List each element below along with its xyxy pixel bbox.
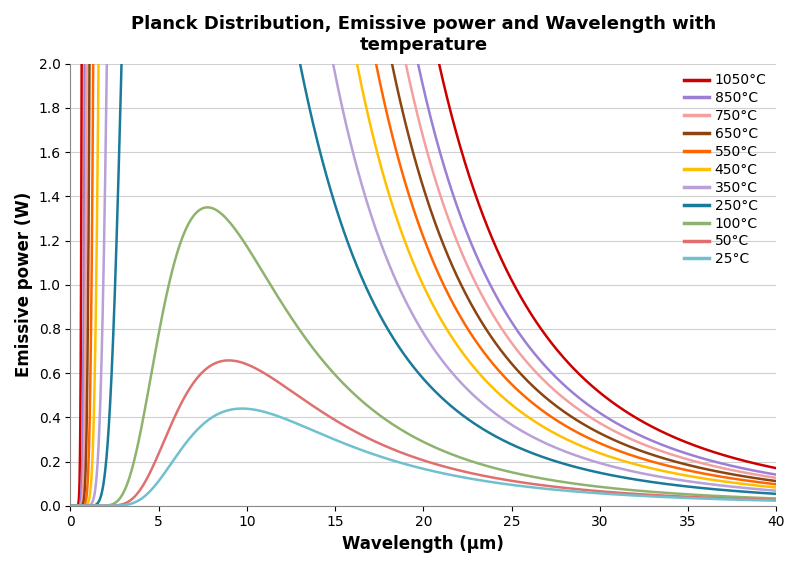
X-axis label: Wavelength (μm): Wavelength (μm) xyxy=(342,535,504,553)
1050°C xyxy=(484,227,494,234)
250°C xyxy=(102,441,112,448)
750°C xyxy=(627,436,637,443)
100°C xyxy=(202,204,212,211)
250°C xyxy=(67,502,77,509)
Line: 850°C: 850°C xyxy=(72,0,776,506)
Line: 100°C: 100°C xyxy=(72,207,776,506)
350°C xyxy=(590,458,599,465)
100°C xyxy=(590,483,599,490)
250°C xyxy=(627,475,637,482)
25°C xyxy=(627,492,637,499)
650°C xyxy=(627,444,637,451)
650°C xyxy=(590,427,599,433)
Line: 250°C: 250°C xyxy=(72,0,776,506)
100°C xyxy=(771,495,781,502)
750°C xyxy=(67,502,77,509)
Title: Planck Distribution, Emissive power and Wavelength with
temperature: Planck Distribution, Emissive power and … xyxy=(130,15,716,54)
450°C xyxy=(627,460,637,467)
50°C xyxy=(627,490,637,497)
Legend: 1050°C, 850°C, 750°C, 650°C, 550°C, 450°C, 350°C, 250°C, 100°C, 50°C, 25°C: 1050°C, 850°C, 750°C, 650°C, 550°C, 450°… xyxy=(678,68,772,272)
50°C xyxy=(102,502,112,509)
750°C xyxy=(514,350,524,357)
850°C xyxy=(67,502,77,509)
100°C xyxy=(322,362,332,369)
450°C xyxy=(590,448,599,454)
Line: 750°C: 750°C xyxy=(72,0,776,506)
350°C xyxy=(771,487,781,494)
100°C xyxy=(514,471,524,478)
50°C xyxy=(771,496,781,503)
25°C xyxy=(237,405,246,412)
100°C xyxy=(67,502,77,509)
550°C xyxy=(514,389,524,395)
250°C xyxy=(514,445,524,452)
450°C xyxy=(771,484,781,491)
Line: 650°C: 650°C xyxy=(72,0,776,506)
25°C xyxy=(514,482,524,489)
550°C xyxy=(590,437,599,444)
50°C xyxy=(514,479,524,486)
850°C xyxy=(771,471,781,478)
Line: 1050°C: 1050°C xyxy=(72,0,776,506)
250°C xyxy=(771,490,781,497)
100°C xyxy=(484,463,494,470)
450°C xyxy=(484,381,494,387)
450°C xyxy=(67,502,77,509)
450°C xyxy=(514,407,524,414)
250°C xyxy=(484,429,494,436)
550°C xyxy=(771,481,781,488)
650°C xyxy=(771,478,781,485)
Line: 25°C: 25°C xyxy=(72,408,776,506)
Line: 50°C: 50°C xyxy=(72,360,776,506)
25°C xyxy=(771,498,781,504)
1050°C xyxy=(514,291,524,298)
350°C xyxy=(102,3,112,10)
650°C xyxy=(67,502,77,509)
650°C xyxy=(514,369,524,376)
850°C xyxy=(484,279,494,286)
100°C xyxy=(102,502,112,509)
25°C xyxy=(590,490,599,496)
50°C xyxy=(322,412,332,419)
750°C xyxy=(484,304,494,311)
25°C xyxy=(102,502,112,509)
850°C xyxy=(627,428,637,435)
100°C xyxy=(627,487,637,494)
650°C xyxy=(484,330,494,337)
50°C xyxy=(67,502,77,509)
250°C xyxy=(322,175,332,182)
Line: 550°C: 550°C xyxy=(72,0,776,506)
25°C xyxy=(67,502,77,509)
350°C xyxy=(322,29,332,36)
550°C xyxy=(484,356,494,362)
50°C xyxy=(484,473,494,480)
Y-axis label: Emissive power (W): Emissive power (W) xyxy=(15,192,33,377)
750°C xyxy=(771,474,781,481)
1050°C xyxy=(627,412,637,419)
25°C xyxy=(484,478,494,485)
250°C xyxy=(590,468,599,475)
350°C xyxy=(67,502,77,509)
Line: 450°C: 450°C xyxy=(72,0,776,506)
50°C xyxy=(224,357,234,364)
550°C xyxy=(627,452,637,459)
850°C xyxy=(514,331,524,337)
1050°C xyxy=(590,385,599,391)
350°C xyxy=(514,426,524,433)
Line: 350°C: 350°C xyxy=(72,0,776,506)
350°C xyxy=(484,405,494,412)
350°C xyxy=(627,468,637,475)
50°C xyxy=(590,487,599,494)
25°C xyxy=(322,433,332,440)
750°C xyxy=(590,416,599,423)
1050°C xyxy=(67,502,77,509)
1050°C xyxy=(771,465,781,471)
550°C xyxy=(67,502,77,509)
850°C xyxy=(590,406,599,412)
